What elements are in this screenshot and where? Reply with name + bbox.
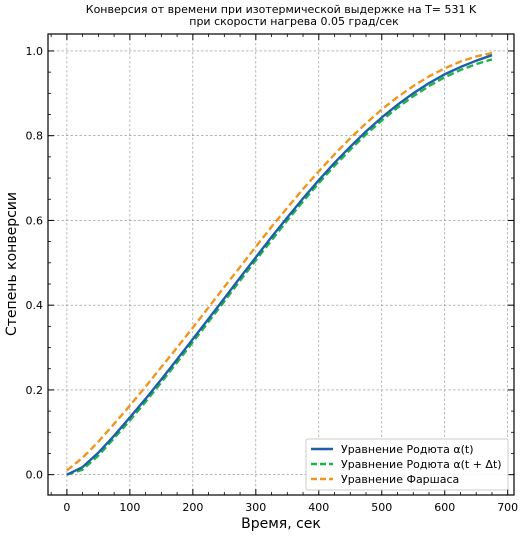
y-tick-label: 0.6 bbox=[26, 214, 44, 227]
legend: Уравнение Родюта α(t) Уравнение Родюта α… bbox=[305, 438, 509, 491]
legend-box bbox=[305, 438, 509, 491]
chart-subtitle: при скорости нагрева 0.05 град/сек bbox=[189, 15, 399, 28]
series-layer bbox=[66, 51, 493, 476]
legend-label-0: Уравнение Родюта α(t) bbox=[341, 443, 474, 456]
y-tick-label: 0.4 bbox=[26, 299, 44, 312]
x-tick-label: 300 bbox=[245, 501, 266, 514]
x-tick-label: 200 bbox=[182, 501, 203, 514]
x-tick-label: 100 bbox=[119, 501, 140, 514]
x-axis-label: Время, сек bbox=[241, 516, 321, 532]
plot-frame bbox=[47, 33, 515, 496]
y-tick-label: 0.8 bbox=[26, 130, 44, 143]
y-tick-label: 1.0 bbox=[26, 45, 44, 58]
ticks: 0 100 200 300 400 500 600 700 0.0 0.2 0.4 0.6 0.8 1.0 bbox=[26, 34, 518, 514]
series-line-0 bbox=[66, 54, 493, 476]
y-axis-label: Степень конверсии bbox=[4, 192, 20, 336]
x-tick-label: 700 bbox=[497, 501, 518, 514]
series-line-1 bbox=[66, 58, 493, 476]
x-tick-label: 400 bbox=[308, 501, 329, 514]
grid bbox=[48, 34, 514, 495]
y-tick-label: 0.2 bbox=[26, 384, 44, 397]
legend-label-2: Уравнение Фаршаса bbox=[341, 473, 459, 486]
series-line-2 bbox=[66, 51, 493, 472]
legend-label-1: Уравнение Родюта α(t + Δt) bbox=[341, 458, 502, 471]
x-tick-label: 600 bbox=[434, 501, 455, 514]
y-tick-label: 0.0 bbox=[26, 469, 44, 482]
x-tick-label: 0 bbox=[63, 501, 70, 514]
chart-title: Конверсия от времени при изотермической … bbox=[86, 3, 477, 16]
x-tick-label: 500 bbox=[371, 501, 392, 514]
